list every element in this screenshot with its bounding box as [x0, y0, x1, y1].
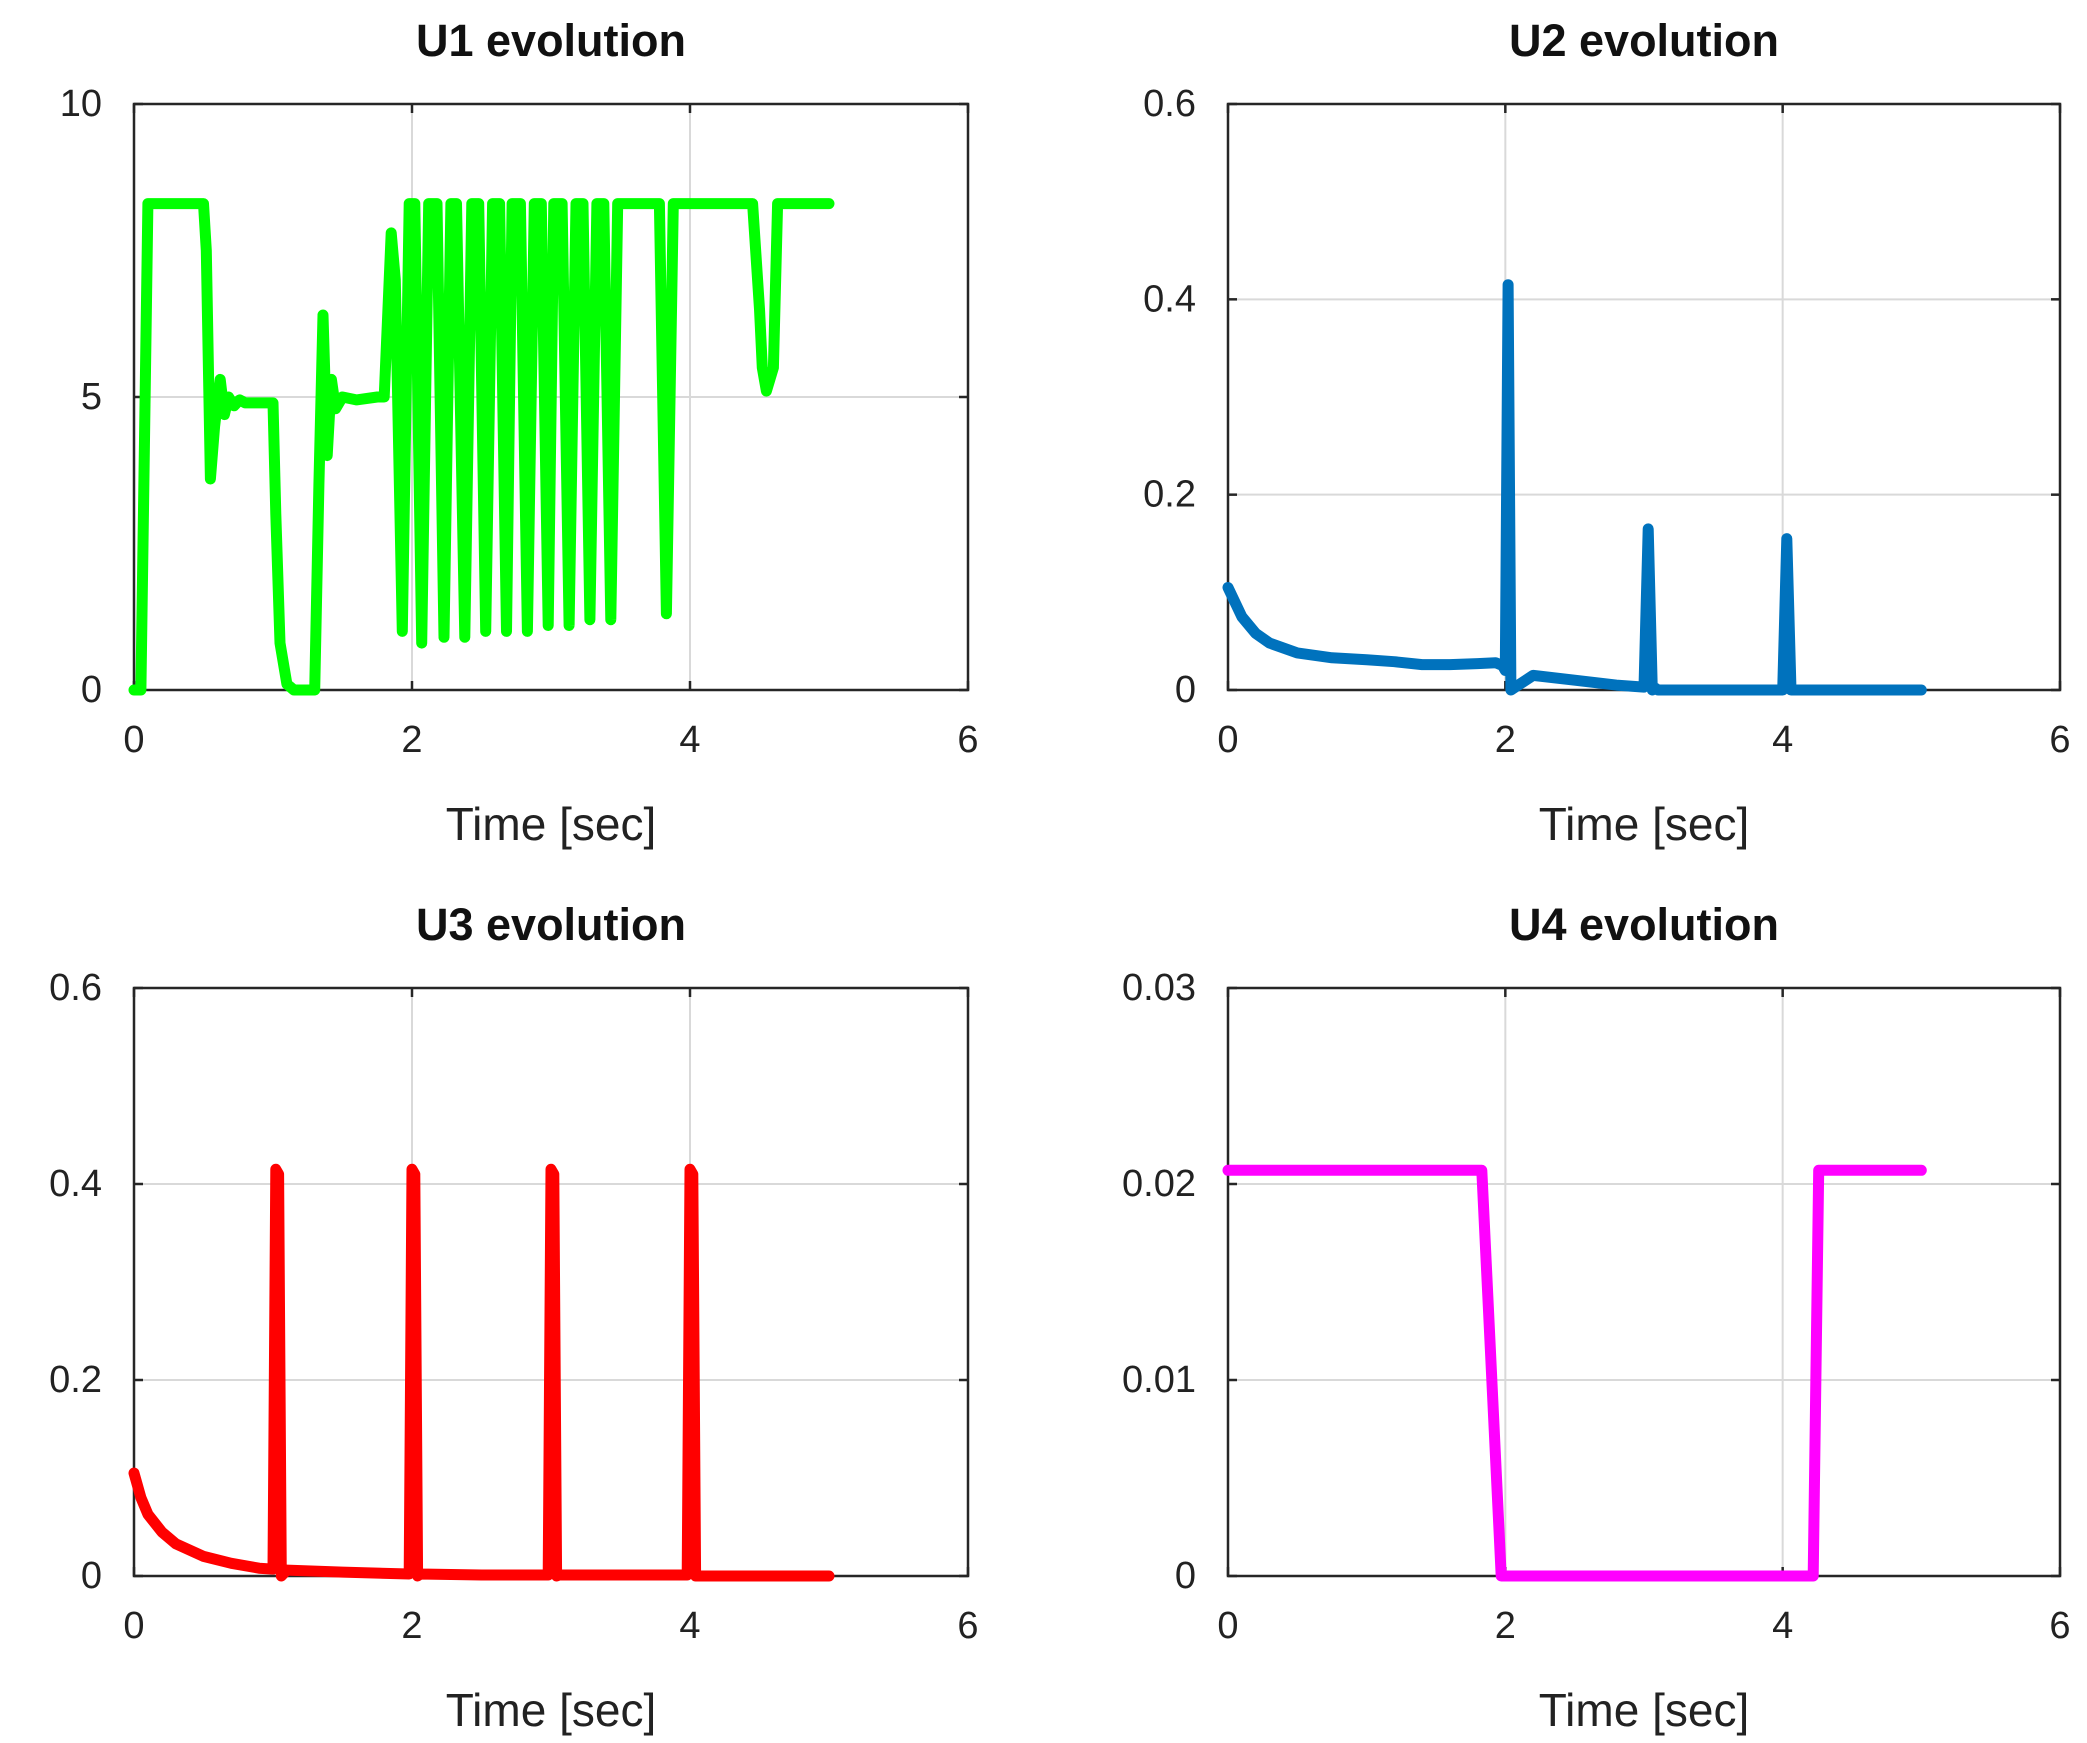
- y-tick-label: 0.4: [1143, 278, 1196, 320]
- x-tick-label: 0: [1217, 1605, 1238, 1647]
- subplot-u3: 0 2 4 6 0 0.2 0.4 0.6 U3 evolution Time [sec]: [49, 899, 978, 1736]
- x-tick-label: 6: [2049, 1605, 2070, 1647]
- y-tick-label: 0.03: [1122, 967, 1196, 1009]
- y-tick-label: 0.01: [1122, 1359, 1196, 1401]
- subplot-u1: 0 2 4 6 0 5 10 U1 evolution Time [sec]: [60, 15, 979, 850]
- x-axis-label: Time [sec]: [1539, 798, 1749, 850]
- x-tick-label: 4: [679, 719, 700, 761]
- subplot-u2: 0 2 4 6 0 0.2 0.4 0.6 U2 evolution Time [sec]: [1143, 15, 2070, 850]
- series-line-u4: [1222, 1164, 1927, 1582]
- x-tick-label: 4: [1772, 1605, 1793, 1647]
- x-tick-label: 6: [957, 1605, 978, 1647]
- x-tick-label: 0: [1217, 719, 1238, 761]
- y-tick-label: 0.6: [49, 967, 102, 1009]
- x-tick-label: 6: [2049, 719, 2070, 761]
- y-tick-label: 10: [60, 83, 102, 125]
- axes-frame: [1226, 986, 2062, 1578]
- x-tick-label: 4: [1772, 719, 1793, 761]
- y-tick-label: 0: [81, 1555, 102, 1597]
- chart-title: U4 evolution: [1509, 899, 1779, 950]
- y-tick-label: 0: [1175, 1555, 1196, 1597]
- chart-title: U2 evolution: [1509, 15, 1779, 66]
- x-axis-label: Time [sec]: [446, 798, 656, 850]
- x-tick-label: 6: [957, 719, 978, 761]
- x-tick-label: 0: [123, 719, 144, 761]
- series-line-u3: [128, 1163, 835, 1582]
- y-tick-label: 0.02: [1122, 1163, 1196, 1205]
- y-tick-label: 5: [81, 376, 102, 418]
- x-tick-label: 4: [679, 1605, 700, 1647]
- series-line-u1: [128, 198, 835, 696]
- y-tick-label: 0.4: [49, 1163, 102, 1205]
- chart-title: U3 evolution: [416, 899, 686, 950]
- y-tick-label: 0.2: [1143, 474, 1196, 516]
- x-axis-label: Time [sec]: [446, 1684, 656, 1736]
- x-tick-label: 2: [401, 719, 422, 761]
- x-axis-label: Time [sec]: [1539, 1684, 1749, 1736]
- y-tick-label: 0: [81, 669, 102, 711]
- subplot-u4: 0 2 4 6 0 0.01 0.02 0.03 U4 evolution Time [sec]: [1122, 899, 2071, 1736]
- series-line-u2: [1222, 279, 1927, 696]
- chart-title: U1 evolution: [416, 15, 686, 66]
- x-tick-label: 2: [1495, 719, 1516, 761]
- y-tick-label: 0: [1175, 669, 1196, 711]
- y-tick-label: 0.2: [49, 1359, 102, 1401]
- x-tick-label: 2: [401, 1605, 422, 1647]
- x-tick-label: 2: [1495, 1605, 1516, 1647]
- y-tick-label: 0.6: [1143, 83, 1196, 125]
- x-tick-label: 0: [123, 1605, 144, 1647]
